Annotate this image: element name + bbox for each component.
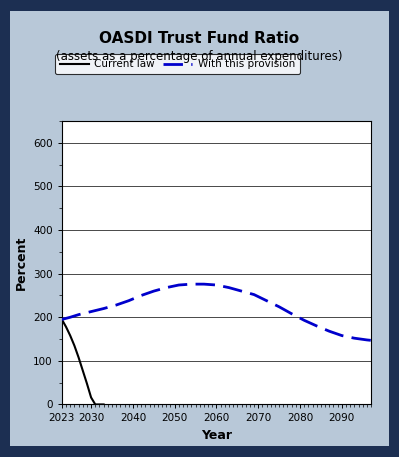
Text: (assets as a percentage of annual expenditures): (assets as a percentage of annual expend… [56,50,343,63]
Legend: Current law, With this provision: Current law, With this provision [55,54,300,74]
X-axis label: Year: Year [201,429,232,442]
Text: OASDI Trust Fund Ratio: OASDI Trust Fund Ratio [99,32,300,46]
Y-axis label: Percent: Percent [15,236,28,290]
